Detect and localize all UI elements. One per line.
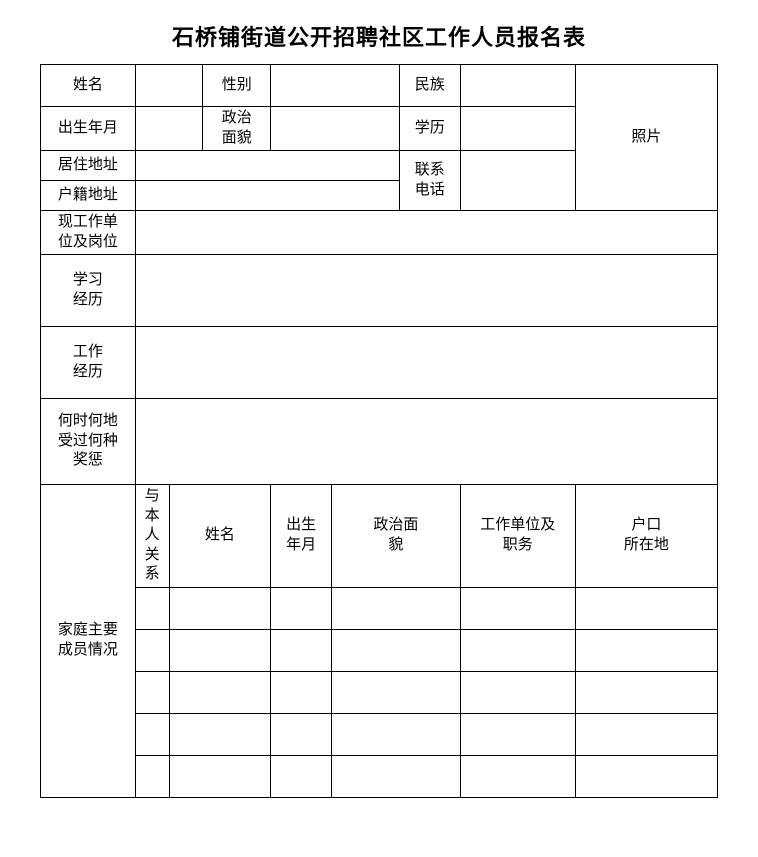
family-row-relation[interactable] (135, 587, 169, 629)
label-work-history: 工作经历 (41, 327, 136, 399)
family-row-name[interactable] (169, 629, 271, 671)
family-row-political[interactable] (332, 755, 461, 797)
family-row-political[interactable] (332, 713, 461, 755)
label-residence: 居住地址 (41, 151, 136, 181)
label-workunit: 现工作单位及岗位 (41, 211, 136, 255)
field-residence[interactable] (135, 151, 399, 181)
family-row-hukou[interactable] (575, 671, 717, 713)
family-row-relation[interactable] (135, 629, 169, 671)
label-political: 政治面貌 (203, 107, 271, 151)
family-row-birth[interactable] (271, 587, 332, 629)
label-name: 姓名 (41, 65, 136, 107)
family-row-name[interactable] (169, 755, 271, 797)
family-row-political[interactable] (332, 671, 461, 713)
label-family-political: 政治面貌 (332, 485, 461, 588)
field-work-history[interactable] (135, 327, 717, 399)
field-birth[interactable] (135, 107, 203, 151)
family-row-birth[interactable] (271, 713, 332, 755)
family-row-birth[interactable] (271, 755, 332, 797)
label-gender: 性别 (203, 65, 271, 107)
family-row-hukou[interactable] (575, 629, 717, 671)
family-row-relation[interactable] (135, 755, 169, 797)
field-awards[interactable] (135, 399, 717, 485)
form-title: 石桥铺街道公开招聘社区工作人员报名表 (40, 20, 718, 52)
field-name[interactable] (135, 65, 203, 107)
photo-area[interactable]: 照片 (575, 65, 717, 211)
family-row-work[interactable] (460, 587, 575, 629)
family-row-hukou[interactable] (575, 713, 717, 755)
field-household[interactable] (135, 181, 399, 211)
family-row-political[interactable] (332, 587, 461, 629)
label-study-history: 学习经历 (41, 255, 136, 327)
field-contact[interactable] (460, 151, 575, 211)
family-row-name[interactable] (169, 713, 271, 755)
label-education: 学历 (399, 107, 460, 151)
family-row-hukou[interactable] (575, 755, 717, 797)
label-birth: 出生年月 (41, 107, 136, 151)
registration-form-table: 姓名 性别 民族 照片 出生年月 政治面貌 学历 居住地址 联系电话 户籍地址 … (40, 64, 718, 798)
family-row-work[interactable] (460, 755, 575, 797)
field-political[interactable] (271, 107, 400, 151)
family-row-name[interactable] (169, 587, 271, 629)
family-row-work[interactable] (460, 629, 575, 671)
label-ethnicity: 民族 (399, 65, 460, 107)
field-gender[interactable] (271, 65, 400, 107)
label-family-relation: 与本人关系 (135, 485, 169, 588)
field-workunit[interactable] (135, 211, 717, 255)
family-row-political[interactable] (332, 629, 461, 671)
label-household: 户籍地址 (41, 181, 136, 211)
family-row-birth[interactable] (271, 629, 332, 671)
field-ethnicity[interactable] (460, 65, 575, 107)
family-row-relation[interactable] (135, 671, 169, 713)
label-family-name: 姓名 (169, 485, 271, 588)
field-education[interactable] (460, 107, 575, 151)
family-row-name[interactable] (169, 671, 271, 713)
label-family-work: 工作单位及职务 (460, 485, 575, 588)
family-row-hukou[interactable] (575, 587, 717, 629)
field-study-history[interactable] (135, 255, 717, 327)
label-contact: 联系电话 (399, 151, 460, 211)
family-row-birth[interactable] (271, 671, 332, 713)
family-row-work[interactable] (460, 713, 575, 755)
family-row-work[interactable] (460, 671, 575, 713)
label-family: 家庭主要成员情况 (41, 485, 136, 798)
label-awards: 何时何地受过何种奖惩 (41, 399, 136, 485)
label-family-hukou: 户口所在地 (575, 485, 717, 588)
label-family-birth: 出生年月 (271, 485, 332, 588)
family-row-relation[interactable] (135, 713, 169, 755)
